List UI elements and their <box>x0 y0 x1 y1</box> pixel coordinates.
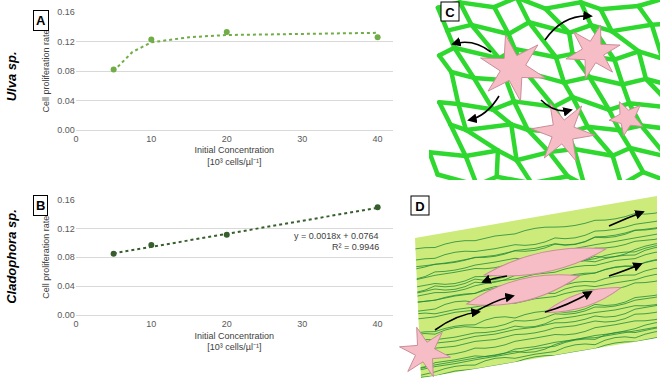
svg-text:20: 20 <box>222 319 232 329</box>
svg-text:y = 0.0018x + 0.0764: y = 0.0018x + 0.0764 <box>294 231 379 241</box>
svg-text:30: 30 <box>297 134 307 144</box>
svg-text:0.08: 0.08 <box>57 252 75 262</box>
svg-text:Cladophora sp.: Cladophora sp. <box>4 209 19 304</box>
svg-text:0.00: 0.00 <box>57 125 75 135</box>
svg-text:Cell proliferation rate: Cell proliferation rate <box>41 30 51 113</box>
svg-text:0: 0 <box>73 319 78 329</box>
svg-text:10: 10 <box>146 319 156 329</box>
svg-text:B: B <box>36 198 45 213</box>
svg-text:Cell proliferation rate: Cell proliferation rate <box>41 216 51 299</box>
svg-text:R² = 0.9946: R² = 0.9946 <box>332 242 379 252</box>
svg-text:10: 10 <box>146 134 156 144</box>
svg-text:Initial Concentration[10³ cell: Initial Concentration[10³ cells/µl⁻¹] <box>195 331 275 353</box>
svg-text:0: 0 <box>73 134 78 144</box>
svg-text:0.04: 0.04 <box>57 281 75 291</box>
svg-text:0.12: 0.12 <box>57 37 75 47</box>
svg-text:Initial Concentration[10³ cell: Initial Concentration[10³ cells/µl⁻¹] <box>195 145 275 167</box>
svg-text:40: 40 <box>373 319 383 329</box>
svg-text:Ulva sp.: Ulva sp. <box>4 51 19 101</box>
svg-text:0.16: 0.16 <box>57 195 75 205</box>
svg-text:30: 30 <box>297 319 307 329</box>
svg-text:D: D <box>415 199 424 214</box>
svg-text:0.00: 0.00 <box>57 310 75 320</box>
svg-text:40: 40 <box>373 134 383 144</box>
svg-text:0.08: 0.08 <box>57 66 75 76</box>
svg-text:0.04: 0.04 <box>57 96 75 106</box>
svg-text:0.16: 0.16 <box>57 7 75 17</box>
svg-text:0.12: 0.12 <box>57 223 75 233</box>
svg-text:20: 20 <box>222 134 232 144</box>
svg-text:A: A <box>36 13 46 28</box>
svg-text:C: C <box>445 5 455 20</box>
